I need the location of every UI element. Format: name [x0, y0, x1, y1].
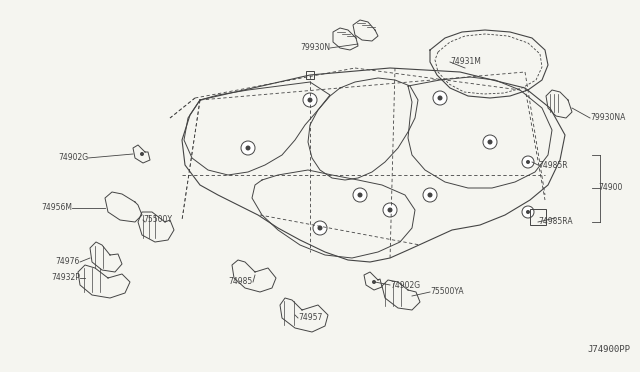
Circle shape	[387, 208, 392, 212]
Circle shape	[241, 141, 255, 155]
Text: 74985: 74985	[228, 278, 253, 286]
Circle shape	[428, 192, 433, 198]
Circle shape	[383, 203, 397, 217]
Text: 74932P: 74932P	[51, 273, 80, 282]
Circle shape	[526, 210, 530, 214]
Circle shape	[483, 135, 497, 149]
Circle shape	[438, 96, 442, 100]
Text: 74900: 74900	[598, 183, 622, 192]
Text: 74956M: 74956M	[41, 203, 72, 212]
Text: 74902G: 74902G	[58, 154, 88, 163]
Text: 75500YA: 75500YA	[430, 288, 463, 296]
Text: 74985RA: 74985RA	[538, 218, 573, 227]
Circle shape	[372, 280, 376, 284]
Circle shape	[358, 192, 362, 198]
Circle shape	[433, 91, 447, 105]
Circle shape	[522, 206, 534, 218]
Text: 79930NA: 79930NA	[590, 113, 625, 122]
Text: 75500Y: 75500Y	[143, 215, 172, 224]
Bar	[306, 71, 314, 79]
Circle shape	[140, 152, 144, 156]
Circle shape	[423, 188, 437, 202]
Text: 74957: 74957	[298, 314, 323, 323]
Circle shape	[303, 93, 317, 107]
Circle shape	[522, 156, 534, 168]
Circle shape	[317, 225, 323, 231]
Circle shape	[353, 188, 367, 202]
Text: 74976: 74976	[56, 257, 80, 266]
Text: 74985R: 74985R	[538, 160, 568, 170]
Text: 79930N: 79930N	[300, 44, 330, 52]
Circle shape	[488, 140, 493, 144]
Text: J74900PP: J74900PP	[587, 345, 630, 354]
Circle shape	[526, 160, 530, 164]
Bar	[530, 209, 546, 225]
Circle shape	[246, 145, 250, 151]
Circle shape	[307, 97, 312, 103]
Circle shape	[313, 221, 327, 235]
Text: 74902G: 74902G	[390, 280, 420, 289]
Text: 74931M: 74931M	[450, 58, 481, 67]
